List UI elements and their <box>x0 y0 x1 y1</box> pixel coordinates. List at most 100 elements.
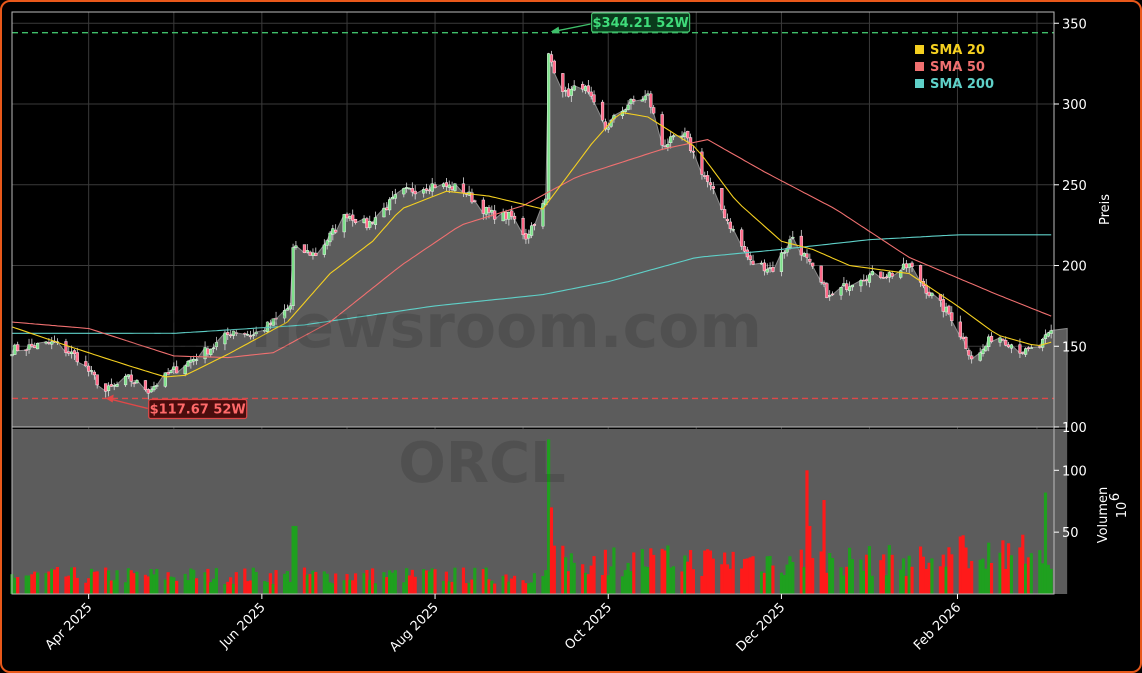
volume-bar <box>907 555 911 594</box>
candle-body <box>771 267 775 272</box>
volume-bar <box>742 558 747 594</box>
volume-bar <box>811 558 815 594</box>
candle-body <box>720 187 724 210</box>
candle-body <box>879 271 883 279</box>
sma-20-line <box>11 112 1052 378</box>
volume-bar <box>680 571 684 594</box>
volume-bar <box>1004 568 1008 594</box>
candle-body <box>365 218 369 229</box>
volume-bar <box>84 582 88 594</box>
volume-bar <box>467 582 471 594</box>
candle-body <box>527 234 531 239</box>
candle-body <box>308 251 312 256</box>
volume-bar <box>246 581 250 594</box>
date-tick-label: Jun 2025 <box>217 600 269 652</box>
volume-bar <box>802 566 806 594</box>
volume-bar <box>223 584 227 594</box>
candle-body <box>1026 347 1031 349</box>
volume-bar <box>510 578 514 594</box>
volume-bar <box>606 575 610 594</box>
volume-bar <box>322 571 326 594</box>
candle-body <box>149 389 153 393</box>
high-52w-box <box>591 12 691 33</box>
candle-body <box>410 188 414 193</box>
volume-bar <box>720 564 724 594</box>
volume-bar <box>771 565 775 594</box>
candle-body <box>47 342 51 344</box>
volume-bar <box>731 551 735 594</box>
candle-body <box>345 213 349 219</box>
candle-body <box>691 150 696 153</box>
candle-body <box>564 90 568 92</box>
price-tick-label: 100 <box>1062 421 1087 436</box>
volume-bar <box>703 550 707 594</box>
candle-body <box>50 341 54 345</box>
volume-bar <box>652 554 656 594</box>
candle-body <box>75 352 79 363</box>
volume-bar <box>308 573 312 594</box>
volume-bar <box>104 567 108 594</box>
candle-body <box>70 351 74 354</box>
volume-bar <box>13 578 17 594</box>
volume-bar <box>152 574 156 594</box>
candle-body <box>487 207 491 213</box>
volume-bar <box>649 548 653 594</box>
candle-body <box>370 222 375 224</box>
candle-body <box>541 203 545 227</box>
volume-bar <box>385 577 389 594</box>
volume-bar <box>265 582 270 594</box>
candle-body <box>649 93 653 108</box>
volume-bar <box>254 571 258 594</box>
volume-bar <box>328 582 332 594</box>
candle-body <box>828 295 832 297</box>
volume-bar <box>484 567 488 594</box>
volume-bar <box>362 573 366 594</box>
candle-body <box>728 221 732 229</box>
volume-bar <box>27 575 31 594</box>
volume-bar <box>282 573 287 594</box>
candle-body <box>325 240 329 246</box>
volume-bar <box>441 580 446 594</box>
candle-body <box>978 352 982 361</box>
volume-bar <box>50 568 54 594</box>
candle-body <box>305 250 309 253</box>
candle-body <box>708 182 713 186</box>
candle-body <box>867 274 872 283</box>
volume-bar <box>70 567 74 594</box>
volume-bar <box>987 542 991 594</box>
volume-bar <box>365 570 369 594</box>
volume-bar <box>561 545 565 594</box>
candle-body <box>859 280 863 287</box>
candle-body <box>135 379 139 384</box>
date-tick-label: Oct 2025 <box>562 600 615 653</box>
volume-bar <box>671 566 676 594</box>
candle-body <box>842 283 846 286</box>
candle-body <box>850 284 855 288</box>
price-panel <box>10 50 1068 428</box>
candle-body <box>211 347 216 349</box>
candle-body <box>782 252 786 254</box>
candle-body <box>904 263 908 269</box>
candle-body <box>671 135 676 138</box>
candle-body <box>362 218 366 223</box>
candle-body <box>865 279 869 282</box>
candle-body <box>830 293 835 296</box>
volume-bar <box>413 576 417 594</box>
volume-bar <box>978 559 982 594</box>
low-52w-arrowhead <box>105 394 114 403</box>
candle-body <box>592 94 596 103</box>
candle-body <box>388 199 392 211</box>
volume-bar <box>493 583 497 594</box>
volume-bar <box>967 568 971 594</box>
volume-bar <box>212 578 216 594</box>
volume-bar <box>779 572 784 594</box>
candle-body <box>532 224 537 226</box>
candle-body <box>209 349 213 355</box>
candle-body <box>385 207 389 211</box>
volume-bar <box>958 536 962 594</box>
volume-bar <box>405 568 409 594</box>
volume-bar <box>984 568 988 594</box>
candle-body <box>640 99 644 102</box>
volume-bar <box>186 580 190 594</box>
volume-bar <box>407 575 412 594</box>
